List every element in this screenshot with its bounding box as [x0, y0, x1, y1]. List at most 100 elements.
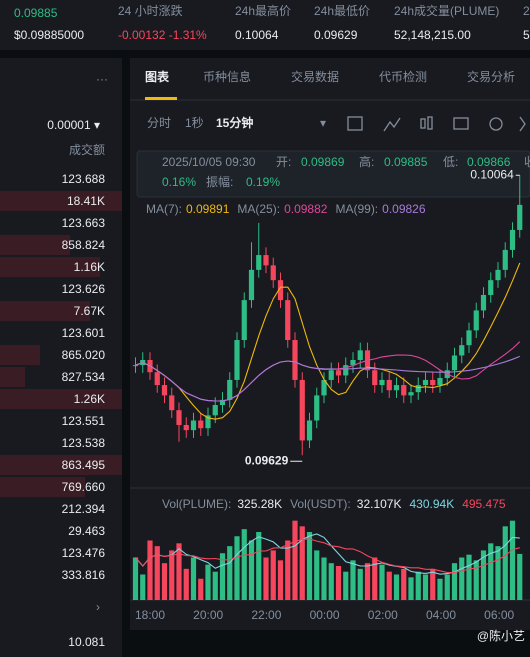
high-annotation: 0.10064 [470, 167, 514, 181]
order-row: 769.660 [62, 480, 106, 494]
volume-bar [270, 550, 276, 600]
volume-bar [343, 571, 349, 600]
stat-value: 0.10064 [235, 28, 279, 42]
candle-body [299, 379, 305, 441]
volume-bar [372, 557, 378, 600]
vol-legend-label: Vol(PLUME): [162, 497, 231, 511]
stat-label: 2 [523, 4, 530, 18]
candle-body [415, 385, 421, 393]
column-header: 成交额 [69, 142, 105, 157]
vol-legend-value: 325.28K [237, 497, 282, 511]
volume-bar [299, 526, 305, 600]
order-row: 1.16K [74, 260, 105, 274]
vol-legend-value: 32.107K [357, 497, 402, 511]
stat-label: 24h最低价 [314, 4, 370, 18]
volume-bar [140, 574, 146, 600]
order-row: 863.495 [62, 458, 106, 472]
price-usd: $0.09885000 [14, 28, 84, 42]
stat-value: -0.00132 -1.31% [118, 28, 207, 42]
info-open: 0.09869 [301, 155, 345, 169]
x-tick-label: 22:00 [251, 608, 281, 622]
candle-body [509, 229, 516, 250]
stat-label: 24h最高价 [235, 3, 291, 18]
candle-body [451, 355, 458, 371]
x-tick-label: 20:00 [193, 608, 223, 622]
candle-body [270, 265, 276, 281]
candle-body [437, 378, 443, 386]
candle-body [234, 340, 240, 380]
volume-bar [488, 543, 494, 600]
stat-value: 5 [523, 28, 530, 42]
volume-bar [248, 540, 255, 600]
volume-bar [401, 568, 407, 600]
volume-bar [335, 566, 342, 600]
candle-body [314, 395, 320, 421]
interval[interactable]: 15分钟 [216, 115, 253, 130]
volume-bar [263, 557, 269, 600]
menu: ··· [96, 72, 108, 86]
interval[interactable]: 分时 [147, 116, 171, 130]
candle-body [393, 385, 400, 391]
order-row: 212.394 [62, 502, 106, 516]
ma-legend-value: 0.09826 [382, 202, 426, 216]
order-row: 1.26K [74, 392, 105, 406]
tab-underline [145, 97, 177, 100]
dropdown-arrow[interactable]: ▾ [320, 116, 326, 130]
info-open-label: 开: [276, 155, 291, 169]
volume-bar [314, 550, 320, 600]
tab[interactable]: 图表 [145, 69, 170, 84]
tab[interactable]: 币种信息 [203, 69, 251, 84]
info-amp: 0.19% [246, 175, 280, 189]
volume-bar [466, 554, 472, 600]
order-row: 29.463 [68, 524, 105, 538]
ma-line [135, 355, 521, 402]
order-row: 123.551 [62, 414, 106, 428]
candle-body [386, 379, 392, 391]
vol-ma-line [135, 533, 520, 575]
order-row: 123.601 [62, 326, 106, 340]
ma-legend-label: MA(25): [237, 202, 280, 216]
x-tick-label: 00:00 [310, 608, 340, 622]
volume-bar [480, 550, 487, 600]
candle-body [328, 370, 334, 380]
volume-bar [437, 578, 443, 600]
vol-legend-value: 495.475 [462, 497, 506, 511]
candle-body [263, 255, 269, 266]
stat-value: 0.09629 [314, 28, 358, 42]
stat-label: 24 小时涨跌 [118, 3, 183, 18]
candle-body [169, 395, 175, 411]
candle-body [466, 330, 472, 346]
candle-body [379, 379, 385, 386]
ma-line [135, 262, 521, 420]
volume-bar [306, 532, 313, 600]
stat-label: 24h成交量(PLUME) [394, 3, 499, 18]
tab[interactable]: 交易分析 [467, 69, 515, 84]
info-change: 0.16% [162, 175, 196, 189]
candle-body [372, 370, 378, 386]
volume-bar [495, 546, 501, 600]
candle-body [473, 310, 479, 331]
volume-bar [502, 526, 508, 600]
tab[interactable]: 交易数据 [291, 69, 339, 84]
candle-body [502, 249, 508, 270]
last-price: 0.09885 [14, 6, 58, 20]
volume-bar [451, 563, 458, 600]
volume-bar [328, 563, 334, 600]
more-arrow: › [96, 600, 100, 614]
volume-bar [256, 532, 262, 600]
interval[interactable]: 1秒 [185, 116, 204, 130]
info-time: 2025/10/05 09:30 [162, 155, 256, 169]
volume-bar [509, 520, 516, 600]
info-amp-label: 振幅: [206, 174, 233, 189]
tab[interactable]: 代币检测 [379, 69, 427, 84]
x-tick-label: 02:00 [368, 608, 398, 622]
candle-body [343, 365, 349, 376]
candle-body [401, 385, 407, 396]
candle-body [161, 385, 168, 396]
info-high: 0.09885 [384, 155, 428, 169]
volume-bar [132, 557, 139, 600]
ma-legend-label: MA(7): [146, 202, 182, 216]
candle-body [256, 255, 262, 270]
volume-bar [292, 520, 298, 600]
order-row: 7.67K [74, 304, 105, 318]
